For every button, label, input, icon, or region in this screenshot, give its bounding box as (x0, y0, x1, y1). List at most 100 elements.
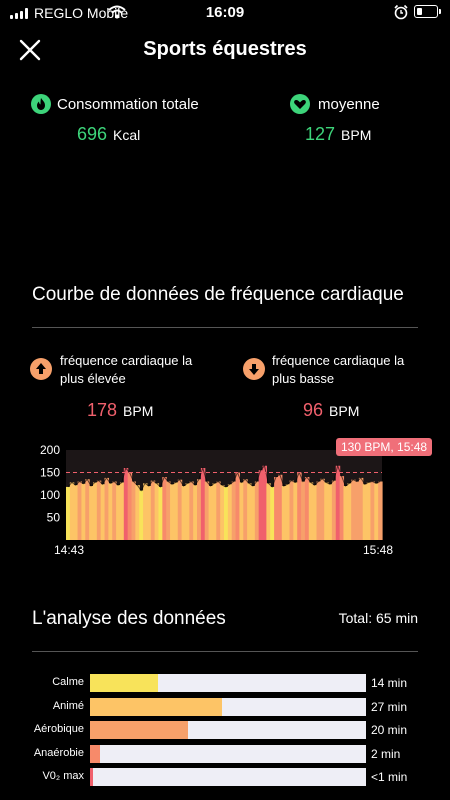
y-tick-label: 200 (40, 443, 60, 457)
zone-row: Animé 27 min (0, 697, 450, 716)
chart-bar (92, 482, 98, 540)
chart-bar (224, 486, 229, 540)
highest-hr-value: 178 BPM (87, 400, 153, 421)
chart-bar (235, 472, 241, 540)
page-title: Sports équestres (143, 38, 307, 60)
average-hr-unit: BPM (341, 127, 372, 143)
highest-hr-unit: BPM (123, 403, 154, 419)
highest-hr-label: fréquence cardiaque la plus élevée (60, 352, 230, 388)
zone-bar-fill (90, 674, 159, 692)
x-tick-label-start: 14:43 (54, 543, 84, 557)
chart-bar (116, 485, 121, 540)
zone-bar-track (90, 744, 366, 763)
zone-bar-fill (90, 744, 100, 763)
chart-bar (77, 481, 83, 540)
chart-bar (343, 486, 348, 540)
chart-bar (231, 481, 237, 540)
chart-bar (216, 481, 221, 540)
chart-series-line (67, 464, 381, 492)
cellular-signal-icon (10, 8, 30, 19)
calories-label: Consommation totale (57, 96, 199, 113)
chart-bar (312, 485, 318, 540)
status-time: 16:09 (205, 4, 245, 21)
calories-unit: Kcal (113, 127, 141, 143)
y-tick-label: 100 (40, 488, 60, 502)
chart-bar (185, 483, 190, 540)
chart-bar (358, 477, 364, 540)
chart-bar (173, 482, 179, 540)
chart-bar (362, 484, 368, 540)
chart-bar (166, 481, 171, 540)
lowest-hr-unit: BPM (329, 403, 360, 419)
zone-label: V0₂ max (42, 770, 84, 782)
chart-bar (227, 484, 233, 540)
chart-bar (146, 486, 152, 540)
zone-bar-fill (90, 721, 188, 739)
chart-bar (123, 468, 129, 540)
zone-bar-track (90, 697, 366, 716)
chart-bar (301, 481, 306, 540)
chart-bar (73, 485, 79, 540)
chart-bar (258, 470, 264, 540)
chart-bar (328, 484, 333, 540)
chart-bar (270, 486, 275, 540)
chart-bar (366, 482, 372, 540)
chart-bar (119, 482, 125, 540)
chart-bar (212, 483, 217, 540)
highest-hr-number: 178 (87, 400, 118, 420)
flame-icon (31, 94, 51, 114)
chart-bar (220, 485, 225, 540)
lowest-hr-label-line2: plus basse (272, 371, 335, 386)
heart-rate-chart[interactable]: 200 150 100 50 14:43 15:48 (0, 438, 450, 563)
chart-bar (243, 479, 248, 540)
highest-hr-label-line1: fréquence cardiaque la (60, 353, 193, 368)
chart-bar (204, 481, 210, 540)
chart-bar (266, 483, 271, 540)
highest-hr-label-line2: plus élevée (60, 371, 126, 386)
chart-bar (304, 477, 310, 540)
carrier-name: REGLO Mobile (34, 5, 129, 21)
zone-label: Animé (52, 699, 84, 712)
chart-bar (108, 483, 113, 540)
chart-bar (239, 482, 244, 540)
wifi-icon (108, 5, 126, 19)
chart-bar (104, 477, 109, 540)
zone-label: Calme (52, 676, 84, 688)
heart-rate-chart-svg: 200 150 100 50 14:43 15:48 (40, 443, 393, 557)
chart-bar (189, 481, 194, 540)
zone-bar-track (90, 674, 366, 692)
chart-bar (85, 479, 90, 540)
chart-bar (320, 478, 325, 540)
chart-tooltip: 130 BPM, 15:48 (336, 438, 433, 456)
chart-bar (277, 474, 283, 540)
chart-bar (370, 481, 375, 540)
analysis-total: Total: 65 min (338, 610, 418, 626)
analysis-section-title: L'analyse des données (32, 608, 226, 629)
chart-bar (197, 479, 202, 540)
zone-label: Anaérobie (33, 746, 84, 759)
chart-bar (81, 483, 86, 540)
chart-bar (170, 484, 175, 540)
zone-bar-fill (90, 768, 94, 786)
calories-number: 696 (77, 124, 108, 144)
chart-bar (374, 483, 379, 540)
arrow-down-icon (243, 358, 265, 380)
zone-time: 14 min (371, 676, 408, 690)
zone-time: 27 min (371, 699, 408, 714)
chart-bar (131, 481, 136, 540)
arrow-up-icon (30, 358, 52, 380)
chart-bar (331, 480, 337, 540)
zone-row: Anaérobie 2 min (0, 744, 450, 763)
close-icon[interactable] (18, 38, 42, 62)
alarm-icon (394, 4, 408, 20)
chart-bar (247, 483, 252, 540)
chart-bar (250, 486, 256, 540)
zone-row: Aérobique 20 min (0, 721, 450, 739)
chart-bar (208, 486, 214, 540)
heart-icon (290, 94, 310, 114)
lowest-hr-value: 96 BPM (303, 400, 359, 421)
zone-time: 20 min (371, 723, 408, 737)
chart-bar (339, 476, 345, 540)
y-tick-label: 50 (47, 511, 61, 525)
chart-bar (297, 472, 302, 540)
